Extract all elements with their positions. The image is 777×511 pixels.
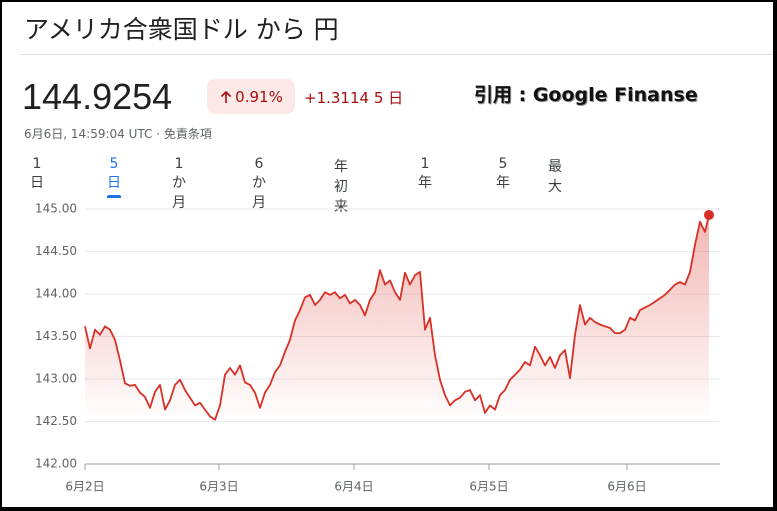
change-value: +1.3114 (304, 89, 370, 107)
change-badge: 0.91% (207, 79, 295, 114)
change-period: 5 日 (373, 89, 404, 107)
x-tick-label: 6月6日 (607, 480, 646, 494)
up-arrow (221, 90, 232, 103)
x-tick-label: 6月2日 (65, 480, 104, 494)
y-tick-label: 142.50 (35, 414, 77, 428)
price-line (84, 214, 710, 421)
y-tick-label: 144.50 (35, 244, 77, 258)
change-percent: 0.91% (235, 87, 283, 106)
range-tab[interactable]: 年初来 (334, 159, 348, 215)
range-tab[interactable]: 5 年 (496, 156, 510, 191)
annotation: 引用 : Google Finanse (474, 84, 698, 106)
range-tab[interactable]: 1 年 (418, 156, 432, 191)
y-tick-label: 144.00 (35, 287, 77, 301)
range-tab[interactable]: 5 日 (107, 154, 121, 198)
y-tick-label: 143.50 (35, 329, 77, 343)
x-tick-label: 6月3日 (199, 480, 238, 494)
range-tab[interactable]: 6 か月 (252, 156, 266, 211)
timestamp: 6月6日, 14:59:04 UTC · 免責条項 (24, 125, 212, 142)
divider (20, 54, 773, 55)
last-point (704, 209, 714, 220)
range-tab[interactable]: 最大 (548, 159, 562, 195)
y-tick-label: 142.00 (35, 457, 77, 471)
y-tick-label: 143.00 (35, 372, 77, 386)
area-fill (85, 214, 709, 424)
range-tab[interactable]: 1 か月 (172, 156, 186, 211)
price: 144.9254 (22, 76, 173, 117)
x-tick-label: 6月5日 (469, 480, 508, 494)
disclaimer-link[interactable]: 免責条項 (163, 127, 212, 141)
x-tick-label: 6月4日 (334, 480, 373, 494)
page-title: アメリカ合衆国ドル から 円 (24, 15, 339, 44)
time: 6月6日, 14:59:04 UTC · (24, 127, 161, 141)
range-tab[interactable]: 1 日 (30, 156, 44, 191)
change-absolute: +1.3114 5 日 (304, 87, 403, 108)
y-tick-label: 145.00 (35, 202, 77, 216)
